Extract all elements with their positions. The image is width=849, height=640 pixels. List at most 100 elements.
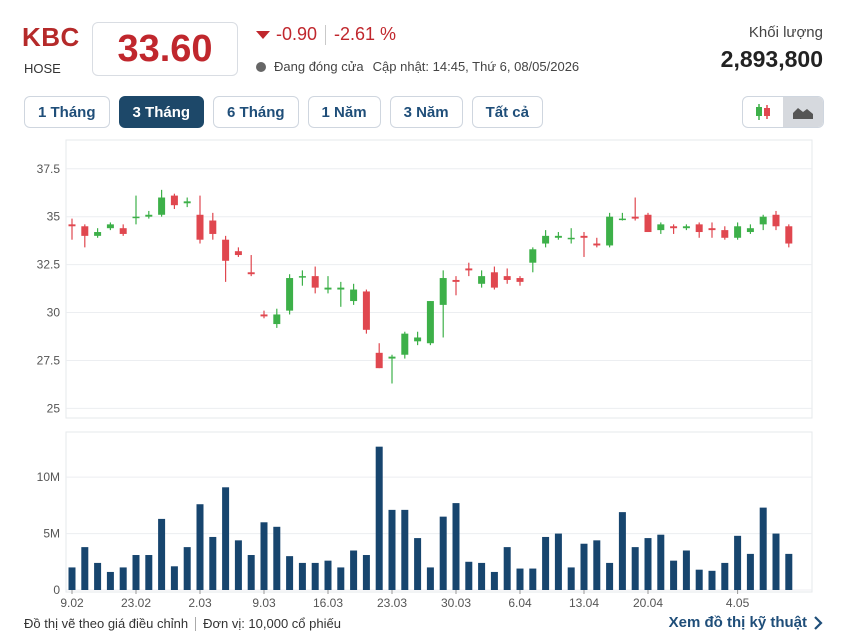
candle-body <box>234 251 242 256</box>
volume-bar <box>414 538 422 590</box>
candle-body <box>170 195 178 206</box>
volume-tick-label: 5M <box>43 527 60 541</box>
candle <box>183 197 191 208</box>
volume-value: 2,893,800 <box>720 46 823 72</box>
candle-body <box>222 239 230 261</box>
candle-body <box>439 278 447 305</box>
candle <box>593 237 601 248</box>
tab-3-years[interactable]: 3 Năm <box>389 96 463 128</box>
candle-body <box>426 301 434 344</box>
candle <box>324 276 332 294</box>
candle-body <box>452 279 460 282</box>
candle-body <box>81 226 89 236</box>
candle <box>682 224 690 231</box>
price-change: -0.90 -2.61 % <box>256 24 396 45</box>
volume-bar <box>68 567 76 590</box>
area-chart-button[interactable] <box>783 97 823 127</box>
candle-body <box>580 235 588 238</box>
candle <box>401 331 409 359</box>
candle <box>311 266 319 294</box>
candle-body <box>465 268 473 271</box>
price-panel: 25 27.5 30 32.5 35 37.5 <box>37 139 813 419</box>
price-tick-label: 30 <box>47 306 61 320</box>
volume-bar <box>324 560 332 590</box>
tab-all[interactable]: Tất cả <box>471 96 543 128</box>
price-tick-label: 35 <box>47 210 61 224</box>
volume-bar <box>311 562 319 590</box>
candle <box>490 266 498 290</box>
status-row: Đang đóng cửa Cập nhật: 14:45, Thứ 6, 08… <box>256 59 579 74</box>
candle-body <box>119 228 127 234</box>
divider <box>325 24 327 45</box>
candle <box>158 189 166 217</box>
volume-bar <box>644 538 652 590</box>
candle-body <box>286 278 294 311</box>
candle <box>529 247 537 273</box>
candle-body <box>567 237 575 240</box>
candle <box>388 354 396 384</box>
candle <box>209 212 217 240</box>
candle <box>426 301 434 346</box>
candle-body <box>337 287 345 290</box>
candlestick-button[interactable] <box>743 97 783 127</box>
chart-type-toggle <box>742 96 824 128</box>
volume-bar <box>260 522 268 590</box>
candle-body <box>746 228 754 233</box>
candle-body <box>311 276 319 288</box>
candle-body <box>490 272 498 288</box>
candle <box>414 331 422 346</box>
volume-bar <box>362 555 370 590</box>
tab-1-month[interactable]: 1 Tháng <box>24 96 110 128</box>
volume-bar <box>196 504 204 590</box>
volume-bar <box>631 547 639 590</box>
volume-bar <box>490 571 498 590</box>
candle-body <box>362 291 370 330</box>
volume-bar <box>785 553 793 590</box>
volume-bar <box>247 555 255 590</box>
candle-body <box>298 276 306 278</box>
candle <box>119 224 127 236</box>
tab-3-months[interactable]: 3 Tháng <box>118 96 205 128</box>
candle <box>286 274 294 315</box>
exchange-label: HOSE <box>24 61 61 76</box>
volume-bar <box>183 547 191 590</box>
candle-body <box>759 216 767 225</box>
candle <box>746 224 754 234</box>
volume-bar <box>222 487 230 590</box>
candle <box>618 212 626 221</box>
candle <box>542 230 550 248</box>
candle <box>785 224 793 248</box>
candle <box>503 268 511 284</box>
price-tick-label: 37.5 <box>37 162 61 176</box>
candle-body <box>682 226 690 229</box>
candle <box>452 276 460 296</box>
candle-body <box>414 337 422 342</box>
candle-body <box>618 218 626 221</box>
volume-bar <box>170 566 178 590</box>
volume-tick-label: 10M <box>37 470 60 484</box>
x-tick-label: 4.05 <box>726 596 750 610</box>
technical-chart-link[interactable]: Xem đồ thị kỹ thuật <box>669 614 823 631</box>
volume-bar <box>567 567 575 590</box>
down-arrow-icon <box>256 30 270 39</box>
candle-body <box>631 216 639 219</box>
candle-body <box>721 230 729 238</box>
candle <box>606 212 614 248</box>
candle-body <box>375 352 383 369</box>
volume-bar <box>708 570 716 590</box>
volume-bar <box>439 516 447 590</box>
price-box: 33.60 <box>92 22 238 76</box>
candle-body <box>503 276 511 280</box>
volume-bar <box>734 535 742 590</box>
candle <box>465 262 473 277</box>
candle-body <box>734 226 742 238</box>
candle-body <box>478 276 486 284</box>
tab-6-months[interactable]: 6 Tháng <box>213 96 299 128</box>
volume-bar <box>554 533 562 590</box>
tab-1-year[interactable]: 1 Năm <box>307 96 381 128</box>
volume-bar <box>618 512 626 590</box>
candle <box>580 232 588 257</box>
candle <box>644 212 652 233</box>
volume-bar <box>721 562 729 590</box>
candle-body <box>529 249 537 263</box>
